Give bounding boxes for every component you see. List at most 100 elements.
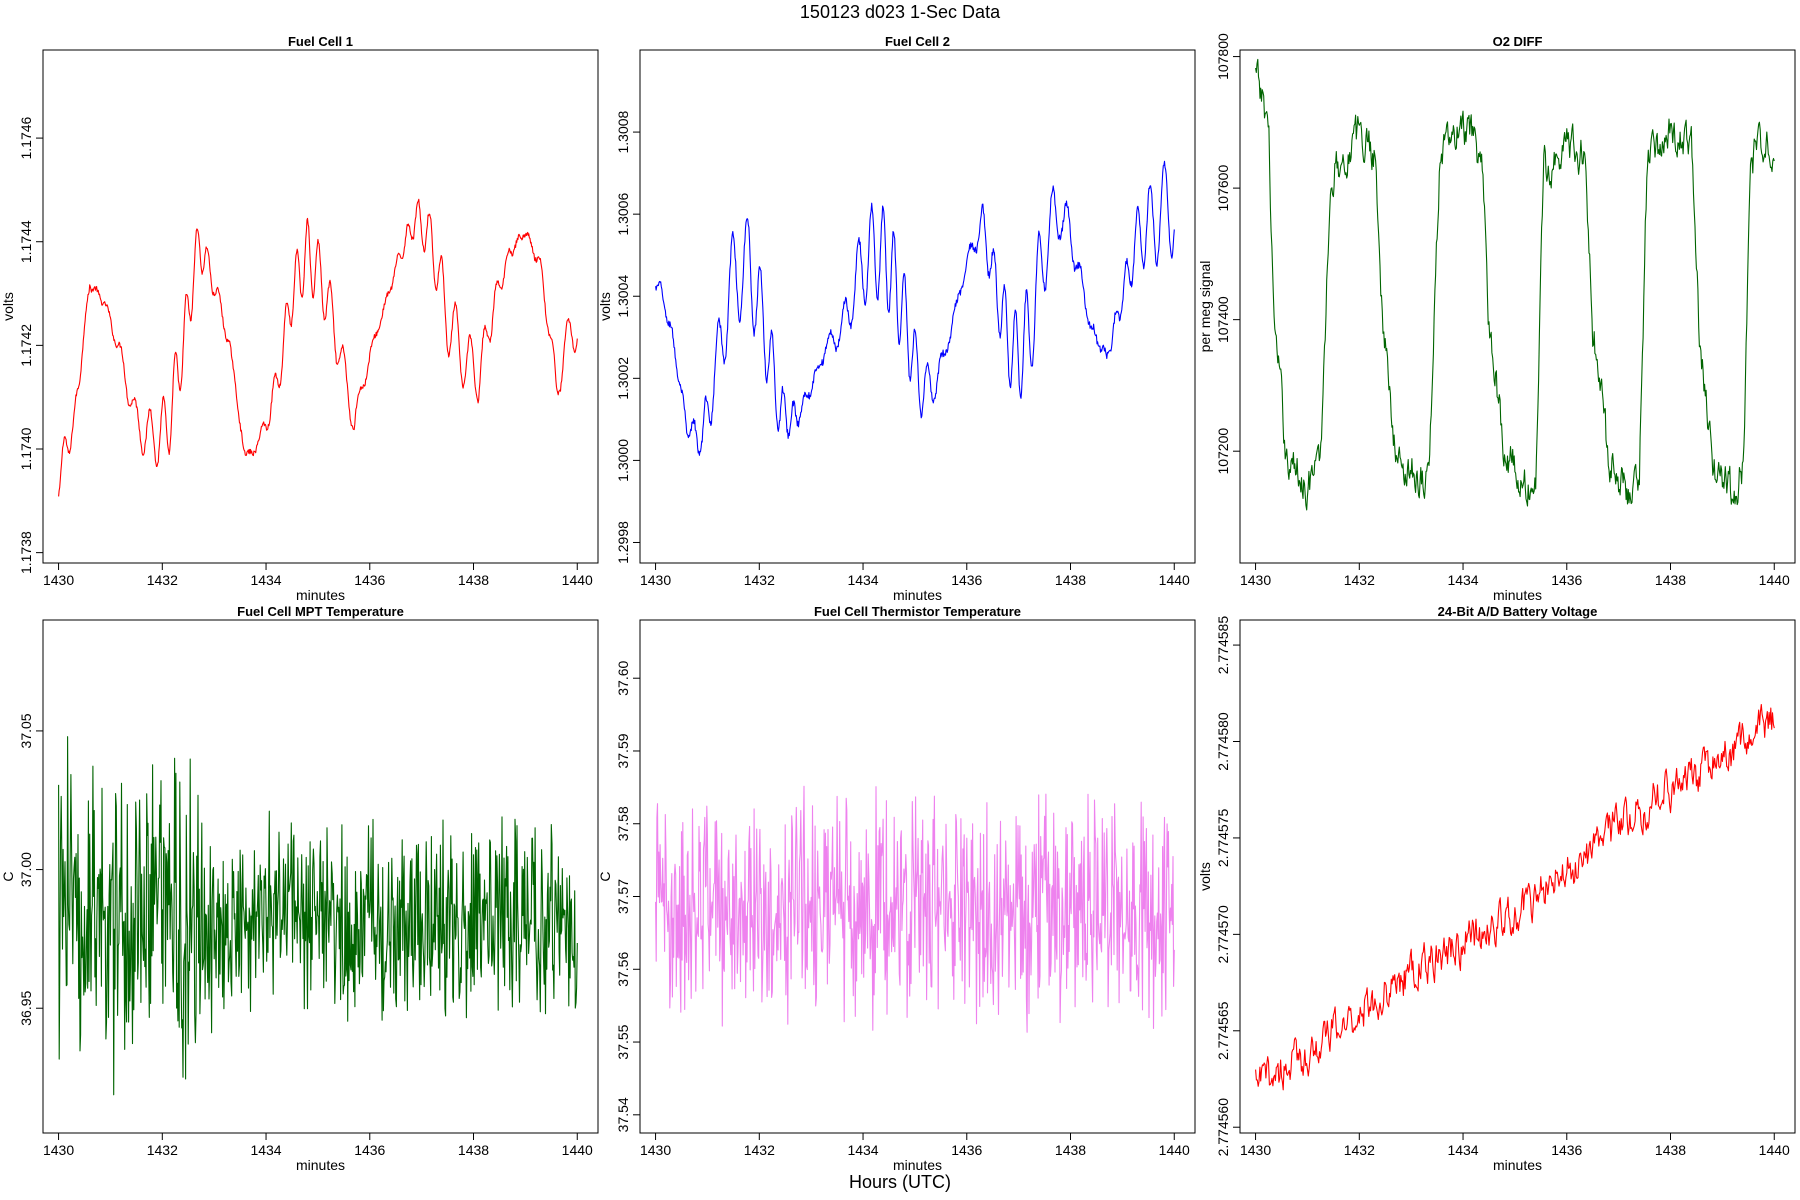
chart-panel-2: Fuel Cell 2 1430 1432 1434 1436 1438 1440 minut… bbox=[597, 34, 1196, 603]
x-tick-label: 1432 bbox=[1344, 572, 1375, 588]
y-tick-label: 2.774565 bbox=[1215, 1001, 1231, 1060]
series-line bbox=[1255, 58, 1775, 511]
chart-panel-6: 24-Bit A/D Battery Voltage 1430 1432 1434 14… bbox=[1197, 604, 1796, 1173]
x-tick-label: 1434 bbox=[847, 572, 878, 588]
y-tick-label: 2.774560 bbox=[1215, 1098, 1231, 1157]
y-tick-label: 107200 bbox=[1215, 428, 1231, 475]
x-tick-label: 1430 bbox=[640, 572, 671, 588]
x-tick-label: 1440 bbox=[1759, 1142, 1790, 1158]
y-tick-label: 2.774585 bbox=[1215, 616, 1231, 675]
x-tick-label: 1432 bbox=[744, 1142, 775, 1158]
x-tick-label: 1434 bbox=[250, 1142, 281, 1158]
y-tick-label: 107600 bbox=[1215, 165, 1231, 212]
chart-panel-5: Fuel Cell Thermistor Temperature 1430 1432… bbox=[597, 604, 1196, 1173]
y-tick-label: 1.1746 bbox=[18, 116, 34, 159]
y-tick-label: 1.3000 bbox=[615, 439, 631, 482]
y-tick-label: 37.00 bbox=[18, 852, 34, 887]
x-axis-label: minutes bbox=[1493, 1157, 1542, 1173]
x-tick-label: 1430 bbox=[1240, 572, 1271, 588]
chart-panel-4: Fuel Cell MPT Temperature 1430 1432 1434 143… bbox=[0, 604, 599, 1173]
plot-frame bbox=[42, 49, 599, 564]
y-axis-label: volts bbox=[597, 292, 613, 321]
y-axis-label: C bbox=[597, 871, 613, 881]
x-tick-label: 1434 bbox=[250, 572, 281, 588]
x-tick-label: 1436 bbox=[951, 1142, 982, 1158]
x-axis-label: minutes bbox=[296, 587, 345, 603]
panel-title: Fuel Cell 1 bbox=[288, 34, 353, 49]
x-tick-label: 1438 bbox=[1055, 572, 1086, 588]
y-tick-label: 1.2998 bbox=[615, 521, 631, 564]
figure-footer: Hours (UTC) bbox=[849, 1172, 951, 1192]
x-tick-label: 1440 bbox=[1159, 572, 1190, 588]
panel-title: 24-Bit A/D Battery Voltage bbox=[1438, 604, 1598, 619]
x-tick-label: 1432 bbox=[147, 572, 178, 588]
series-line bbox=[58, 198, 578, 497]
y-tick-label: 107800 bbox=[1215, 33, 1231, 80]
y-tick-label: 1.1738 bbox=[18, 531, 34, 574]
x-tick-label: 1434 bbox=[1447, 572, 1478, 588]
y-tick-label: 2.774570 bbox=[1215, 905, 1231, 964]
y-tick-label: 37.55 bbox=[615, 1024, 631, 1059]
plot-frame bbox=[639, 49, 1196, 564]
plot-frame bbox=[1239, 619, 1796, 1134]
x-tick-label: 1440 bbox=[562, 1142, 593, 1158]
y-tick-label: 37.60 bbox=[615, 660, 631, 695]
plot-frame bbox=[42, 619, 599, 1134]
y-tick-label: 1.1744 bbox=[18, 220, 34, 263]
y-tick-label: 37.58 bbox=[615, 806, 631, 841]
y-tick-label: 1.1742 bbox=[18, 324, 34, 367]
y-tick-label: 1.3006 bbox=[615, 193, 631, 236]
y-axis-label: C bbox=[0, 871, 16, 881]
panel-title: Fuel Cell Thermistor Temperature bbox=[814, 604, 1021, 619]
x-tick-label: 1440 bbox=[562, 572, 593, 588]
y-tick-label: 37.57 bbox=[615, 879, 631, 914]
y-axis-label: volts bbox=[1197, 862, 1213, 891]
x-tick-label: 1434 bbox=[1447, 1142, 1478, 1158]
panel-title: O2 DIFF bbox=[1493, 34, 1543, 49]
series-line bbox=[655, 785, 1175, 1033]
x-tick-label: 1430 bbox=[640, 1142, 671, 1158]
y-tick-label: 37.54 bbox=[615, 1097, 631, 1132]
y-tick-label: 1.3008 bbox=[615, 110, 631, 153]
plot-frame bbox=[1239, 49, 1796, 564]
x-tick-label: 1430 bbox=[43, 1142, 74, 1158]
x-tick-label: 1436 bbox=[354, 1142, 385, 1158]
y-tick-label: 37.59 bbox=[615, 733, 631, 768]
x-tick-label: 1434 bbox=[847, 1142, 878, 1158]
panel-title: Fuel Cell 2 bbox=[885, 34, 950, 49]
chart-panel-1: Fuel Cell 1 1430 1432 1434 1436 1438 1440 minut… bbox=[0, 34, 599, 603]
x-tick-label: 1430 bbox=[1240, 1142, 1271, 1158]
y-axis-label: per meg signal bbox=[1197, 261, 1213, 353]
chart-panel-3: O2 DIFF 1430 1432 1434 1436 1438 1440 minutes 10… bbox=[1197, 33, 1796, 603]
plot-frame bbox=[639, 619, 1196, 1134]
x-axis-label: minutes bbox=[893, 587, 942, 603]
x-tick-label: 1432 bbox=[744, 572, 775, 588]
x-tick-label: 1436 bbox=[1551, 1142, 1582, 1158]
panel-title: Fuel Cell MPT Temperature bbox=[237, 604, 404, 619]
y-tick-label: 2.774580 bbox=[1215, 712, 1231, 771]
x-tick-label: 1438 bbox=[1655, 572, 1686, 588]
y-tick-label: 2.774575 bbox=[1215, 809, 1231, 868]
y-tick-label: 1.3004 bbox=[615, 275, 631, 318]
y-tick-label: 1.3002 bbox=[615, 357, 631, 400]
x-axis-label: minutes bbox=[893, 1157, 942, 1173]
series-line bbox=[655, 160, 1175, 456]
figure-title: 150123 d023 1-Sec Data bbox=[800, 2, 1001, 22]
x-tick-label: 1436 bbox=[1551, 572, 1582, 588]
x-tick-label: 1432 bbox=[147, 1142, 178, 1158]
series-line bbox=[1255, 703, 1775, 1091]
x-axis-label: minutes bbox=[1493, 587, 1542, 603]
y-tick-label: 1.1740 bbox=[18, 427, 34, 470]
x-tick-label: 1438 bbox=[458, 1142, 489, 1158]
x-tick-label: 1438 bbox=[1055, 1142, 1086, 1158]
series-line bbox=[58, 736, 578, 1096]
x-tick-label: 1436 bbox=[951, 572, 982, 588]
x-tick-label: 1436 bbox=[354, 572, 385, 588]
y-tick-label: 37.05 bbox=[18, 713, 34, 748]
x-tick-label: 1438 bbox=[1655, 1142, 1686, 1158]
y-tick-label: 36.95 bbox=[18, 990, 34, 1025]
x-tick-label: 1430 bbox=[43, 572, 74, 588]
y-axis-label: volts bbox=[0, 292, 16, 321]
x-tick-label: 1432 bbox=[1344, 1142, 1375, 1158]
